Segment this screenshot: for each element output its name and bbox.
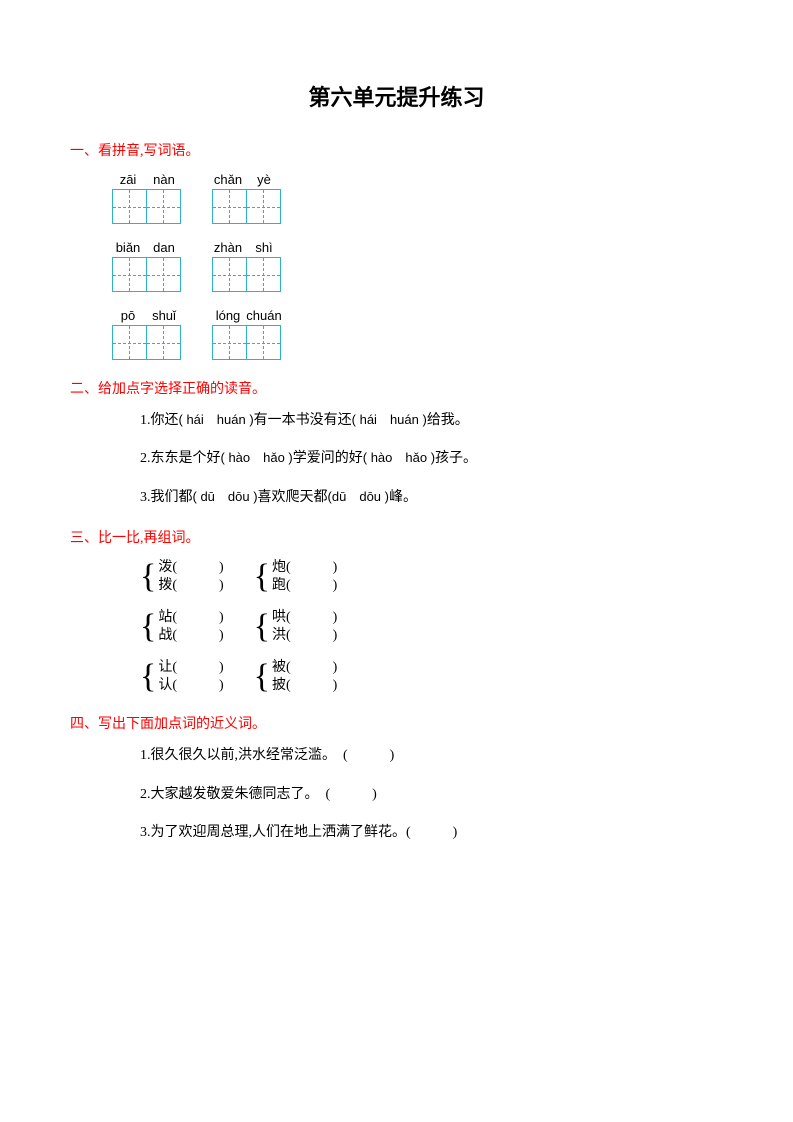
tian-grid[interactable] [212, 257, 281, 292]
word-groups: { 泼( ) 拨( ) { 炮( ) 跑( ) { 站( ) [140, 559, 723, 695]
pinyin-block: lóng chuán [210, 308, 282, 360]
word-line: 认( ) [158, 677, 223, 695]
pinyin-label: zhàn [210, 240, 246, 255]
brace-icon: { [140, 559, 156, 595]
question-item: 2.东东是个好( hào hǎo )学爱问的好( hào hǎo )孩子。 [140, 448, 723, 470]
tian-grid[interactable] [112, 257, 181, 292]
word-line: 哄( ) [272, 609, 337, 627]
pinyin-label: yè [246, 172, 282, 187]
brace-icon: { [254, 659, 270, 695]
pinyin-label: chǎn [210, 172, 246, 187]
brace-icon: { [254, 559, 270, 595]
synonym-item: 2.大家越发敬爱朱德同志了。 ( ) [140, 784, 723, 806]
pinyin-block: zāi nàn [110, 172, 182, 224]
word-group: { 泼( ) 拨( ) [140, 559, 224, 595]
brace-icon: { [254, 609, 270, 645]
word-line: 炮( ) [272, 559, 337, 577]
word-line: 披( ) [272, 677, 337, 695]
pinyin-label: chuán [246, 308, 282, 323]
word-group: { 被( ) 披( ) [254, 659, 338, 695]
word-line: 泼( ) [158, 559, 223, 577]
pinyin-block: zhàn shì [210, 240, 282, 292]
pinyin-grid-area: zāi nàn chǎn yè biǎn dan [110, 172, 723, 360]
word-line: 拨( ) [158, 577, 223, 595]
tian-grid[interactable] [212, 325, 281, 360]
question-list-2: 1.你还( hái huán )有一本书没有还( hái huán )给我。 2… [140, 410, 723, 509]
word-group: { 让( ) 认( ) [140, 659, 224, 695]
synonym-list: 1.很久很久以前,洪水经常泛滥。 ( ) 2.大家越发敬爱朱德同志了。 ( ) … [140, 745, 723, 844]
pinyin-label: nàn [146, 172, 182, 187]
brace-icon: { [140, 659, 156, 695]
pinyin-label: dan [146, 240, 182, 255]
word-line: 被( ) [272, 659, 337, 677]
word-group: { 炮( ) 跑( ) [254, 559, 338, 595]
section-2-header: 二、给加点字选择正确的读音。 [70, 378, 723, 398]
pinyin-label: pō [110, 308, 146, 323]
word-line: 战( ) [158, 627, 223, 645]
pinyin-label: zāi [110, 172, 146, 187]
question-item: 3.我们都( dū dōu )喜欢爬天都(dū dōu )峰。 [140, 487, 723, 509]
section-1-header: 一、看拼音,写词语。 [70, 140, 723, 160]
word-group: { 站( ) 战( ) [140, 609, 224, 645]
tian-grid[interactable] [112, 189, 181, 224]
synonym-item: 3.为了欢迎周总理,人们在地上洒满了鲜花。( ) [140, 822, 723, 844]
brace-icon: { [140, 609, 156, 645]
tian-grid[interactable] [112, 325, 181, 360]
pinyin-block: chǎn yè [210, 172, 282, 224]
tian-grid[interactable] [212, 189, 281, 224]
pinyin-block: biǎn dan [110, 240, 182, 292]
pinyin-label: biǎn [110, 240, 146, 255]
question-item: 1.你还( hái huán )有一本书没有还( hái huán )给我。 [140, 410, 723, 432]
pinyin-label: lóng [210, 308, 246, 323]
word-line: 让( ) [158, 659, 223, 677]
synonym-item: 1.很久很久以前,洪水经常泛滥。 ( ) [140, 745, 723, 767]
page-title: 第六单元提升练习 [70, 80, 723, 112]
word-line: 跑( ) [272, 577, 337, 595]
pinyin-label: shì [246, 240, 282, 255]
word-line: 站( ) [158, 609, 223, 627]
word-line: 洪( ) [272, 627, 337, 645]
section-3-header: 三、比一比,再组词。 [70, 527, 723, 547]
pinyin-label: shuǐ [146, 308, 182, 323]
word-group: { 哄( ) 洪( ) [254, 609, 338, 645]
pinyin-block: pō shuǐ [110, 308, 182, 360]
section-4-header: 四、写出下面加点词的近义词。 [70, 713, 723, 733]
